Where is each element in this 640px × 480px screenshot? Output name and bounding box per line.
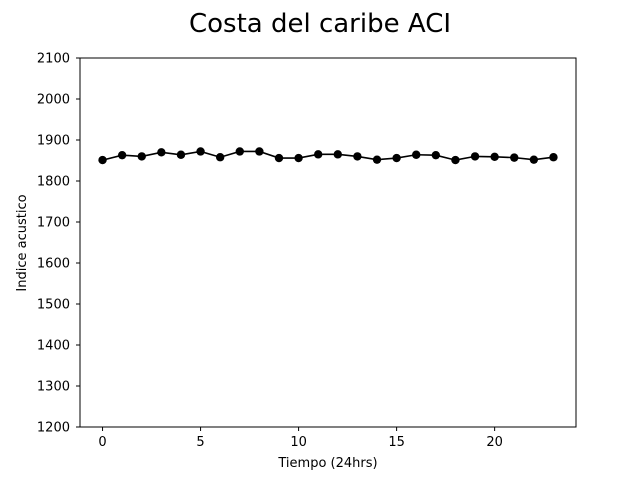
y-axis: 1200 1300 1400 1500 1600 1700 1800 1900 2000 2100 [37,52,80,436]
data-point [549,153,558,162]
plot-frame [79,57,577,428]
x-tick-label: 20 [486,435,503,450]
x-tick-label: 5 [196,435,204,450]
data-point [157,148,166,157]
data-point [431,150,441,160]
data-point [235,147,244,156]
x-axis: 0 5 10 15 20 [98,427,503,450]
data-point [294,153,303,163]
data-point [176,150,186,159]
data-point [98,155,107,165]
y-tick-label: 1600 [37,257,70,272]
data-point [353,152,362,161]
y-tick-label: 2000 [37,93,70,108]
x-tick-label: 15 [388,435,405,450]
data-point [470,152,480,161]
data-point [490,152,499,162]
data-point [510,153,519,162]
y-tick-label: 1700 [37,216,70,231]
data-point [196,147,205,156]
data-point [392,153,401,163]
data-point [274,153,284,163]
y-tick-label: 1300 [37,380,70,395]
series-layer [98,147,558,165]
data-point [333,150,343,159]
y-tick-label: 1800 [37,175,70,190]
data-point [372,155,382,164]
data-point [215,153,225,162]
y-tick-label: 1200 [37,421,70,436]
y-tick-label: 2100 [37,52,70,67]
y-tick-label: 1400 [37,339,70,354]
data-point [255,147,264,156]
data-point [137,152,146,161]
data-point [412,150,421,159]
x-axis-label: Tiempo (24hrs) [277,456,377,471]
data-point [451,155,460,165]
x-tick-label: 0 [98,435,106,450]
data-point [117,150,127,160]
chart-title: Costa del caribe ACI [189,9,451,39]
data-point [529,155,539,164]
series-line [102,150,554,161]
y-axis-label: Indice acustico [15,194,30,291]
y-tick-label: 1500 [37,298,70,313]
plot-area [79,57,577,428]
x-tick-label: 10 [290,435,307,450]
y-tick-label: 1900 [37,134,70,149]
data-point [313,150,323,159]
